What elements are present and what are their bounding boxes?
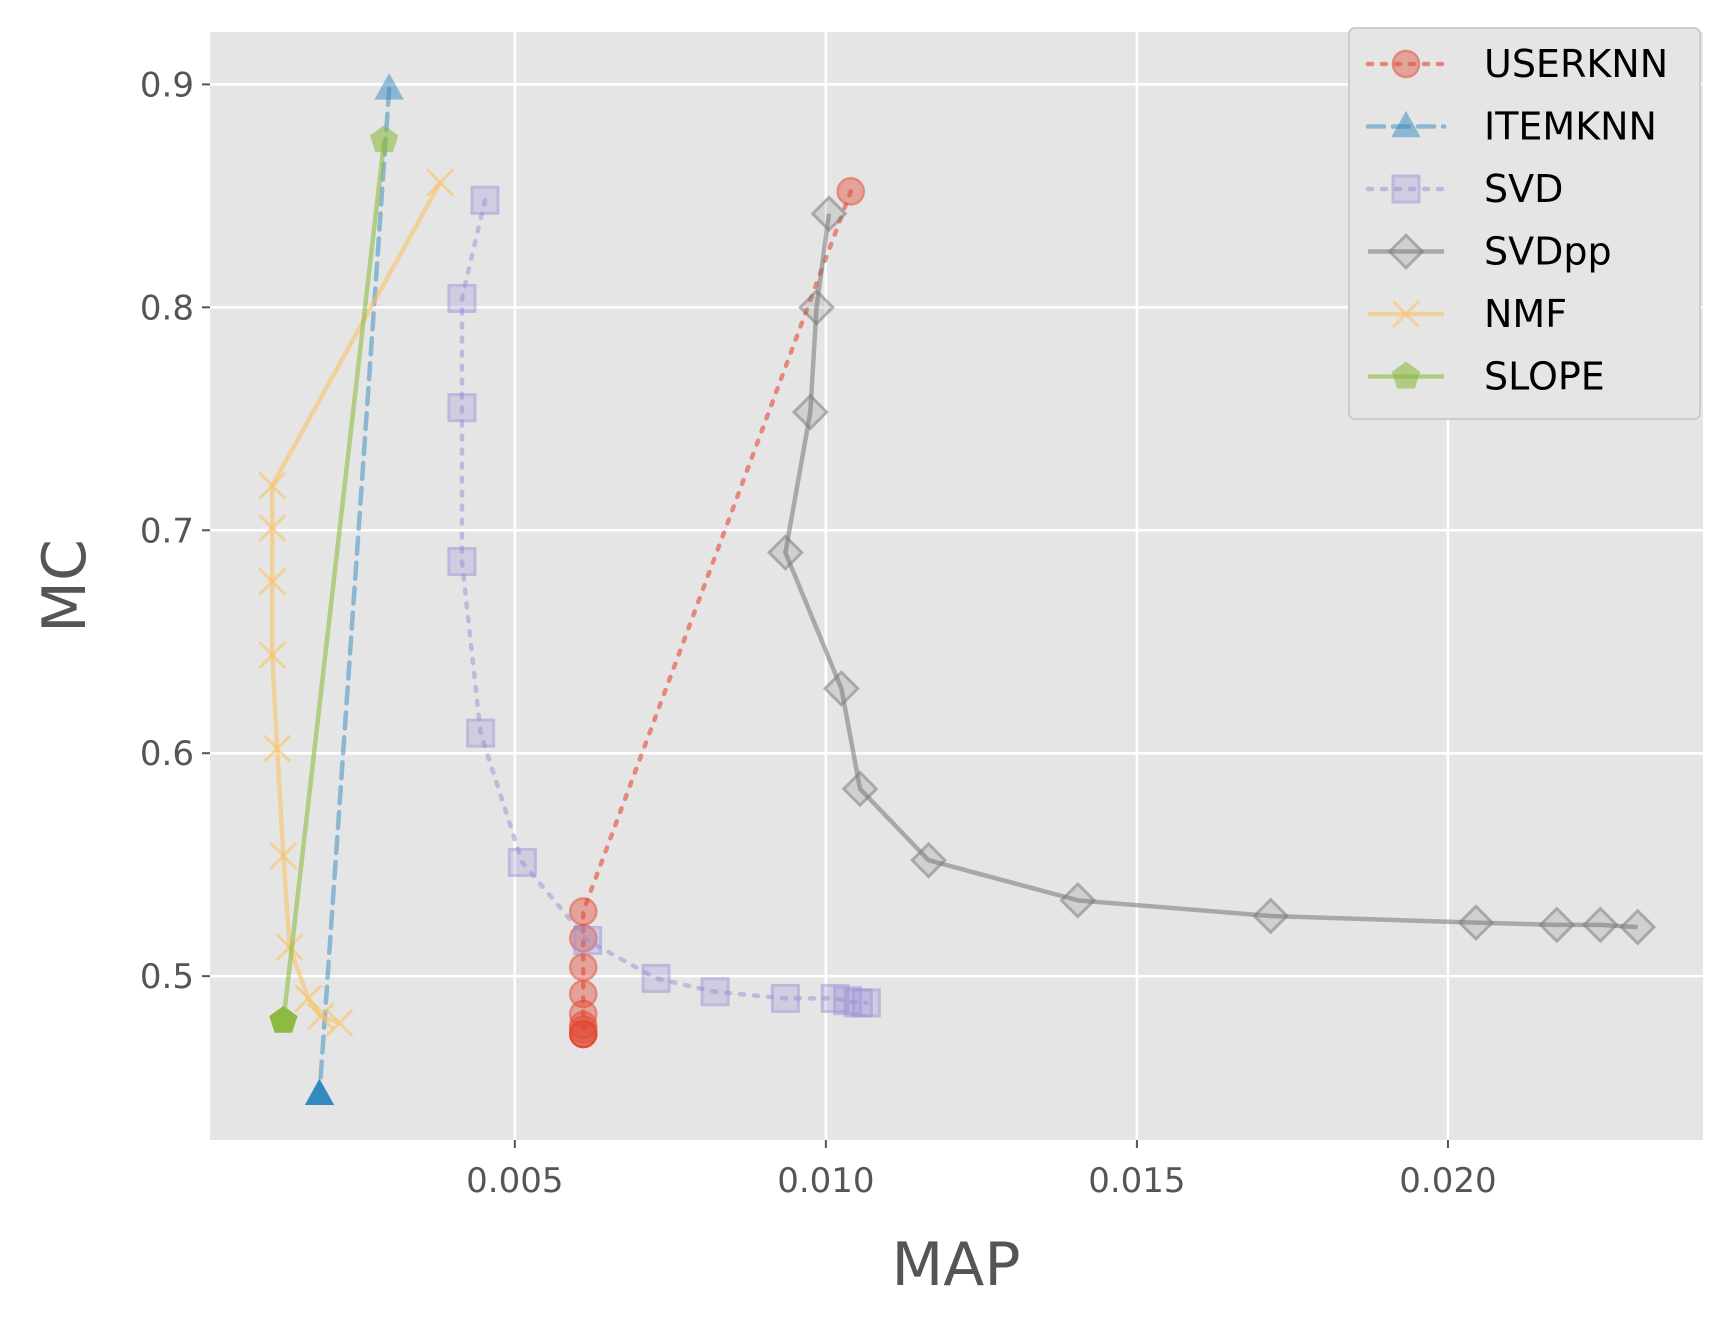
legend-label-itemknn: ITEMKNN	[1484, 105, 1657, 149]
data-point-slope	[269, 1005, 298, 1033]
data-point-nmf	[263, 734, 292, 763]
legend-label-nmf: NMF	[1484, 292, 1567, 336]
series-svdpp	[767, 195, 1657, 946]
data-point-svd	[641, 963, 671, 993]
data-point-svdpp	[1619, 908, 1657, 946]
legend-label-userknn: USERKNN	[1484, 42, 1668, 86]
data-point-itemknn	[304, 1078, 335, 1106]
data-point-svd	[447, 283, 477, 313]
data-point-svdpp	[823, 670, 860, 707]
legend-marker-userknn	[1391, 49, 1421, 79]
data-point-svdpp	[810, 195, 848, 233]
y-tick-label: 0.8	[140, 288, 194, 328]
x-tick-label: 0.015	[1088, 1161, 1185, 1201]
data-point-svd	[466, 718, 496, 748]
series-nmf	[258, 168, 455, 1038]
series-line-slope	[281, 139, 387, 1021]
data-point-userknn	[569, 1019, 598, 1049]
x-tick-label: 0.020	[1399, 1161, 1496, 1201]
legend-item-userknn: USERKNN	[1365, 42, 1668, 86]
data-point-svd	[851, 988, 881, 1018]
series-layer	[258, 73, 1657, 1106]
data-point-nmf	[258, 641, 287, 670]
y-axis-label: MC	[30, 539, 100, 633]
legend-item-slope: SLOPE	[1368, 355, 1605, 399]
legend-label-slope: SLOPE	[1484, 355, 1605, 399]
legend-box	[1348, 27, 1701, 420]
data-point-svd	[700, 977, 730, 1007]
data-point-nmf	[325, 1008, 354, 1038]
y-tick-label: 0.5	[140, 957, 194, 997]
data-point-nmf	[306, 1002, 335, 1031]
data-point-userknn	[569, 952, 598, 982]
data-point-svdpp	[1059, 881, 1097, 919]
legend-label-svd: SVD	[1484, 167, 1563, 211]
data-point-svdpp	[1581, 906, 1619, 944]
data-point-svdpp	[1538, 906, 1576, 944]
series-line-svd	[459, 198, 869, 1006]
data-point-svdpp	[767, 534, 804, 571]
legend-marker-svdpp	[1387, 233, 1425, 270]
data-point-svd	[447, 546, 477, 576]
data-point-svdpp	[1252, 897, 1290, 935]
y-tick-label: 0.7	[140, 511, 194, 551]
x-axis-label: MAP	[892, 1230, 1021, 1300]
data-point-nmf	[258, 471, 287, 500]
legend-marker-itemknn	[1391, 110, 1421, 138]
data-point-svdpp	[1457, 904, 1495, 942]
data-point-svdpp	[798, 288, 835, 326]
legend-item-nmf: NMF	[1368, 292, 1567, 336]
data-point-nmf	[258, 513, 287, 543]
data-point-nmf	[269, 841, 298, 870]
data-point-svd	[507, 847, 537, 877]
data-point-itemknn	[374, 73, 404, 100]
legend: USERKNN ITEMKNN SVD SVDpp NMF SLOPE	[1348, 27, 1701, 420]
data-point-svd	[833, 986, 863, 1016]
data-point-nmf	[426, 168, 455, 197]
data-point-slope	[370, 125, 399, 153]
legend-item-svd: SVD	[1365, 167, 1563, 211]
data-point-userknn	[569, 979, 598, 1009]
x-tick-label: 0.010	[777, 1161, 874, 1201]
tick-layer: 0.005 0.010 0.015 0.020 0.5 0.6 0.7 0.8 0.9	[140, 65, 1497, 1201]
series-userknn	[569, 177, 865, 1049]
data-point-svdpp	[791, 393, 829, 431]
legend-label-svdpp: SVDpp	[1484, 230, 1612, 274]
legend-marker-svd	[1391, 174, 1421, 204]
data-point-svdpp	[910, 841, 947, 879]
legend-marker-nmf	[1391, 299, 1421, 329]
y-tick-label: 0.6	[140, 734, 194, 774]
x-tick-label: 0.005	[466, 1161, 563, 1201]
series-line-svdpp	[783, 213, 1638, 930]
data-point-nmf	[258, 567, 287, 596]
data-point-svd	[470, 185, 500, 215]
data-point-svd	[573, 925, 603, 955]
data-point-nmf	[294, 984, 323, 1013]
data-point-svd	[447, 393, 477, 423]
legend-marker-slope	[1391, 361, 1421, 389]
data-point-svd	[770, 983, 800, 1013]
series-slope	[269, 125, 399, 1033]
data-point-userknn	[836, 177, 865, 206]
series-itemknn	[304, 73, 404, 1106]
y-tick-label: 0.9	[140, 65, 194, 105]
data-point-userknn	[569, 897, 598, 926]
series-line-itemknn	[317, 86, 392, 1097]
data-point-svdpp	[841, 770, 879, 808]
legend-item-itemknn: ITEMKNN	[1365, 105, 1657, 149]
legend-item-svdpp: SVDpp	[1368, 230, 1612, 274]
series-svd	[447, 185, 881, 1018]
